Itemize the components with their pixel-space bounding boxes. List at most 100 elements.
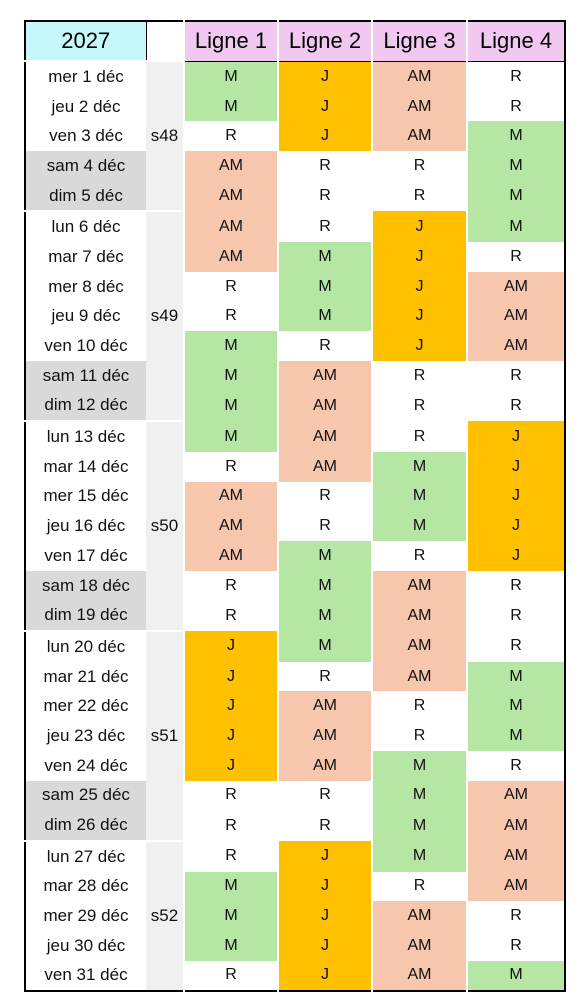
shift-cell: AM [371, 661, 467, 692]
day-row: jeu 30 déc M J AM R [25, 930, 565, 961]
shift-cell: R [371, 390, 467, 422]
shift-cell: AM [277, 750, 372, 781]
shift-cell: R [466, 750, 565, 781]
shift-cell: R [466, 91, 565, 122]
shift-cell: M [183, 930, 278, 961]
shift-cell: R [466, 631, 565, 662]
shift-cell: AM [466, 871, 565, 902]
shift-cell: R [183, 780, 278, 811]
shift-cell: R [277, 661, 372, 692]
shift-cell: R [277, 180, 372, 212]
shift-cell: AM [371, 570, 467, 601]
shift-cell: J [183, 661, 278, 692]
shift-cell: AM [183, 211, 278, 243]
date-cell: dim 5 déc [25, 180, 146, 212]
shift-cell: R [466, 930, 565, 961]
shift-cell: R [371, 871, 467, 902]
day-row: mar 7 déc AM M J R [25, 242, 565, 272]
shift-cell: M [466, 211, 565, 243]
shift-cell: R [183, 570, 278, 601]
date-cell: sam 25 déc [25, 780, 146, 811]
shift-cell: R [371, 151, 467, 181]
date-cell: mar 14 déc [25, 451, 146, 482]
shift-cell: R [277, 780, 372, 811]
shift-cell: AM [277, 721, 372, 751]
blank-cell [146, 21, 184, 62]
day-row: mer 8 déc R M J AM [25, 271, 565, 302]
shift-cell: M [183, 871, 278, 902]
week-cell: s50 [146, 420, 185, 632]
shift-cell: M [371, 481, 467, 512]
line-header: Ligne 1 [183, 21, 278, 62]
shift-cell: AM [371, 631, 467, 662]
date-cell: ven 17 déc [25, 541, 146, 571]
shift-cell: R [277, 331, 372, 361]
table-header: 2027 Ligne 1 Ligne 2 Ligne 3 Ligne 4 [24, 20, 565, 62]
shift-cell: M [183, 360, 278, 391]
date-cell: mar 7 déc [25, 242, 146, 272]
date-cell: jeu 23 déc [25, 721, 146, 751]
date-cell: lun 6 déc [25, 210, 146, 243]
shift-cell: M [371, 750, 467, 781]
shift-cell: J [466, 451, 565, 482]
day-row: ven 3 déc R J AM M [25, 121, 565, 152]
shift-cell: M [466, 180, 565, 212]
shift-cell: M [466, 151, 565, 181]
date-cell: mar 21 déc [25, 661, 146, 692]
line-header: Ligne 2 [277, 21, 372, 62]
shift-cell: M [277, 541, 372, 571]
date-cell: lun 13 déc [25, 420, 146, 452]
week-cell: s49 [146, 210, 185, 422]
day-row: sam 25 déc R R M AM [25, 780, 565, 811]
shift-cell: M [183, 61, 278, 92]
date-cell: sam 11 déc [25, 360, 146, 391]
date-cell: mer 15 déc [25, 481, 146, 512]
date-cell: dim 26 déc [25, 810, 146, 841]
date-cell: mer 22 déc [25, 691, 146, 722]
shift-cell: AM [466, 271, 565, 302]
shift-cell: J [183, 750, 278, 781]
shift-cell: R [183, 271, 278, 302]
shift-cell: R [371, 691, 467, 722]
date-cell: ven 3 déc [25, 121, 146, 152]
shift-cell: AM [183, 151, 278, 181]
shift-cell: AM [277, 451, 372, 482]
shift-cell: AM [371, 121, 467, 152]
date-cell: sam 18 déc [25, 570, 146, 601]
shift-cell: AM [466, 331, 565, 361]
shift-cell: AM [183, 541, 278, 571]
shift-cell: M [466, 661, 565, 692]
date-cell: mer 8 déc [25, 271, 146, 302]
shift-cell: J [371, 271, 467, 302]
shift-cell: R [466, 600, 565, 632]
shift-cell: M [277, 242, 372, 272]
day-row: sam 4 déc AM R R M [25, 151, 565, 181]
shift-cell: M [183, 331, 278, 361]
shift-cell: AM [371, 61, 467, 92]
shift-cell: AM [466, 810, 565, 841]
day-row: ven 17 déc AM M R J [25, 541, 565, 571]
shift-cell: J [466, 541, 565, 571]
shift-cell: M [371, 780, 467, 811]
shift-cell: R [277, 211, 372, 243]
shift-cell: J [466, 421, 565, 452]
shift-cell: R [371, 360, 467, 391]
date-cell: jeu 9 déc [25, 301, 146, 332]
day-row: mer 29 déc M J AM R [25, 901, 565, 931]
shift-cell: R [371, 421, 467, 452]
shift-cell: M [466, 960, 565, 992]
shift-cell: J [371, 242, 467, 272]
shift-cell: M [183, 390, 278, 422]
day-row: dim 12 déc M AM R R [25, 390, 565, 422]
shift-cell: M [277, 570, 372, 601]
shift-cell: AM [371, 901, 467, 931]
shift-cell: AM [277, 691, 372, 722]
shift-cell: AM [371, 91, 467, 122]
shift-cell: M [466, 121, 565, 152]
shift-cell: AM [183, 481, 278, 512]
shift-cell: J [183, 691, 278, 722]
shift-cell: R [466, 390, 565, 422]
shift-cell: R [371, 541, 467, 571]
date-cell: jeu 30 déc [25, 930, 146, 961]
date-cell: ven 31 déc [25, 960, 146, 992]
